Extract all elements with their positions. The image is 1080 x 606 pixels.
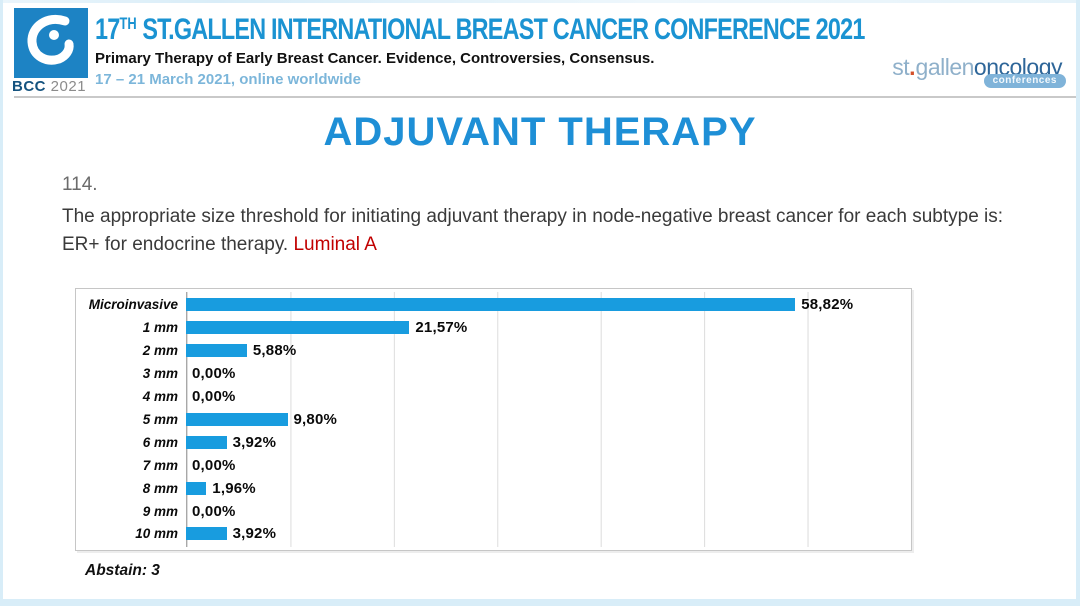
frame-edge-bottom bbox=[0, 599, 1080, 606]
question-block: 114. The appropriate size threshold for … bbox=[62, 174, 1032, 259]
question-highlight: Luminal A bbox=[293, 234, 377, 255]
header-text-block: 17TH ST.GALLEN INTERNATIONAL BREAST CANC… bbox=[95, 8, 1080, 89]
bar-track: 0,00% bbox=[186, 386, 911, 408]
category-label: 10 mm bbox=[135, 526, 178, 542]
bcc-year: 2021 bbox=[50, 78, 87, 95]
category-label: 1 mm bbox=[142, 320, 178, 336]
chart-gridlines bbox=[186, 292, 911, 547]
bar-track: 58,82% bbox=[186, 294, 911, 316]
bar-track: 3,92% bbox=[186, 431, 911, 453]
category-label: 3 mm bbox=[142, 366, 178, 382]
logo-dot: . bbox=[909, 54, 916, 80]
category-label: 7 mm bbox=[142, 457, 178, 473]
value-label: 9,80% bbox=[293, 410, 338, 428]
ordinal-suffix: TH bbox=[119, 15, 137, 33]
conference-header: BCC 2021 17TH ST.GALLEN INTERNATIONAL BR… bbox=[0, 0, 1080, 98]
value-label: 0,00% bbox=[192, 388, 236, 406]
chart-row: 8 mm 1,96% bbox=[76, 477, 911, 499]
bar bbox=[186, 344, 247, 358]
bar-track: 0,00% bbox=[186, 500, 911, 522]
bar-track: 9,80% bbox=[186, 408, 911, 430]
bar-track: 3,92% bbox=[186, 523, 911, 545]
abstain-note: Abstain: 3 bbox=[85, 562, 160, 579]
chart-row: 2 mm 5,88% bbox=[76, 340, 911, 362]
chart-rows: Microinvasive 58,82% 1 mm 21,57% 2 mm 5,88% 3 … bbox=[76, 289, 911, 550]
bar-track: 0,00% bbox=[186, 363, 911, 385]
chart-row: 6 mm 3,92% bbox=[76, 431, 911, 453]
stgallen-oncology-logo: st.gallenoncology conferences bbox=[892, 54, 1066, 88]
bcc-acronym: BCC bbox=[12, 78, 46, 95]
category-label: 8 mm bbox=[142, 480, 178, 496]
bar bbox=[186, 412, 288, 426]
bar bbox=[186, 481, 207, 495]
chart-row: 4 mm 0,00% bbox=[76, 386, 911, 408]
bar bbox=[186, 527, 227, 541]
bar bbox=[186, 435, 227, 449]
bar-track: 5,88% bbox=[186, 340, 911, 362]
conference-title: 17TH ST.GALLEN INTERNATIONAL BREAST CANC… bbox=[95, 13, 865, 46]
chart-row: 7 mm 0,00% bbox=[76, 454, 911, 476]
logo-text-gallen: gallen bbox=[915, 54, 975, 80]
category-label: 2 mm bbox=[142, 343, 178, 359]
category-label: Microinvasive bbox=[88, 297, 178, 313]
bar-track: 0,00% bbox=[186, 454, 911, 476]
value-label: 3,92% bbox=[232, 433, 277, 451]
bar bbox=[186, 298, 796, 312]
bar-track: 1,96% bbox=[186, 477, 911, 499]
value-label: 3,92% bbox=[232, 525, 277, 543]
value-label: 0,00% bbox=[192, 456, 236, 474]
bcc-caption: BCC 2021 bbox=[12, 78, 122, 95]
category-label: 5 mm bbox=[142, 411, 178, 427]
conference-subtitle: Primary Therapy of Early Breast Cancer. … bbox=[95, 50, 655, 67]
chart-row: 9 mm 0,00% bbox=[76, 500, 911, 522]
value-label: 1,96% bbox=[212, 479, 256, 497]
value-label: 21,57% bbox=[415, 319, 468, 337]
header-divider bbox=[14, 96, 1080, 98]
bar-track: 21,57% bbox=[186, 317, 911, 339]
value-label: 5,88% bbox=[252, 342, 297, 360]
slide-title: ADJUVANT THERAPY bbox=[323, 110, 757, 154]
value-label: 58,82% bbox=[801, 296, 854, 314]
drop-icon bbox=[27, 15, 74, 65]
frame-edge-top bbox=[0, 0, 1080, 3]
chart-row: 1 mm 21,57% bbox=[76, 317, 911, 339]
category-label: 4 mm bbox=[142, 389, 178, 405]
conference-dates: 17 – 21 March 2021, online worldwide bbox=[95, 71, 361, 88]
logo-text-st: st bbox=[892, 54, 910, 80]
frame-edge-right bbox=[1076, 0, 1080, 606]
frame-edge-left bbox=[0, 0, 3, 606]
value-label: 0,00% bbox=[192, 365, 236, 383]
chart-row: 10 mm 3,92% bbox=[76, 523, 911, 545]
category-label: 6 mm bbox=[142, 434, 178, 450]
value-label: 0,00% bbox=[192, 502, 236, 520]
bar bbox=[186, 321, 410, 335]
chart-row: 3 mm 0,00% bbox=[76, 363, 911, 385]
poll-results-chart: Microinvasive 58,82% 1 mm 21,57% 2 mm 5,88% 3 … bbox=[75, 288, 912, 551]
chart-row: 5 mm 9,80% bbox=[76, 408, 911, 430]
question-text: The appropriate size threshold for initi… bbox=[62, 206, 1004, 255]
chart-row: Microinvasive 58,82% bbox=[76, 294, 911, 316]
bcc-conference-logo bbox=[14, 8, 88, 78]
question-number: 114. bbox=[62, 174, 98, 195]
category-label: 9 mm bbox=[142, 503, 178, 519]
conferences-badge: conferences bbox=[983, 74, 1066, 88]
